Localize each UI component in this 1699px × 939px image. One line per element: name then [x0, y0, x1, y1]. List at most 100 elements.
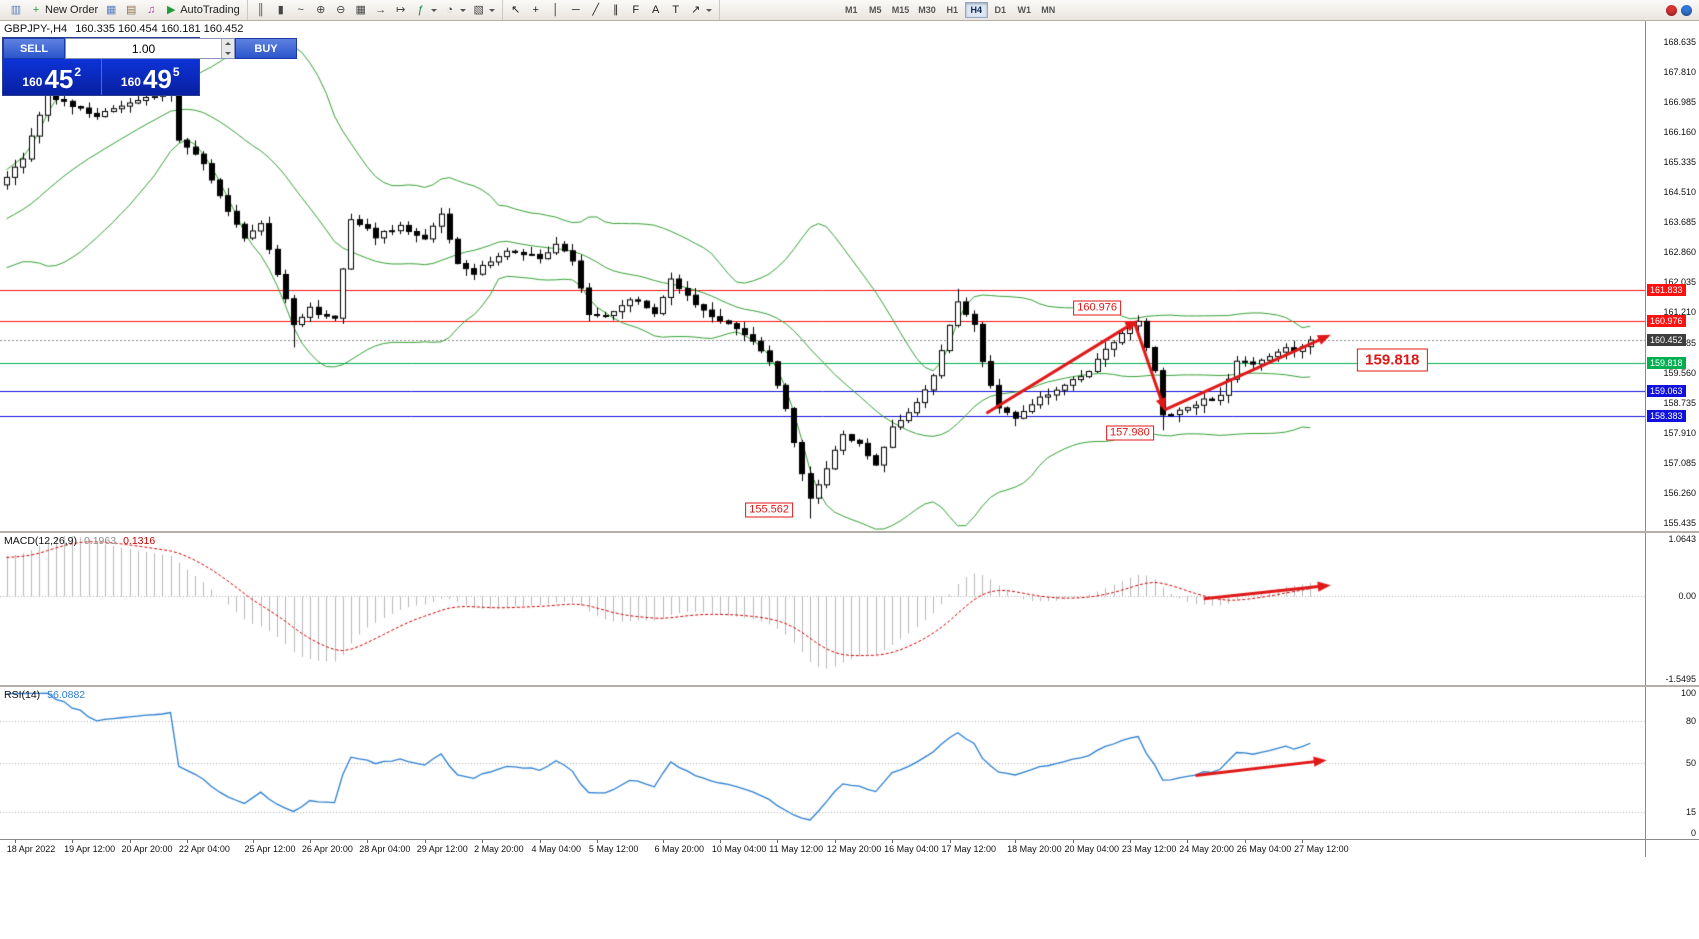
- label-button[interactable]: T: [667, 2, 686, 19]
- auto-scroll-button[interactable]: →: [372, 2, 391, 19]
- sound-icon: ♫: [147, 3, 156, 16]
- vertical-line-button[interactable]: │: [547, 2, 566, 19]
- macd-scale-tick: -1.5495: [1665, 674, 1696, 684]
- timeframe-h1-button[interactable]: H1: [941, 2, 964, 18]
- price-line-label: 158.383: [1647, 409, 1686, 422]
- buy-button[interactable]: BUY: [235, 38, 297, 59]
- zoom-in-button[interactable]: ⊕: [312, 2, 331, 19]
- volume-decrease-button[interactable]: [222, 48, 234, 58]
- price-chart-canvas[interactable]: [0, 21, 1645, 531]
- timeframe-h4-button[interactable]: H4: [964, 2, 988, 18]
- charts-button[interactable]: ▦: [102, 2, 121, 19]
- sell-button[interactable]: SELL: [3, 38, 65, 59]
- volume-stepper: [221, 39, 234, 58]
- new-order-icon: +: [32, 3, 40, 16]
- tile-windows-icon: ▦: [355, 3, 366, 16]
- line-chart-button[interactable]: ~: [292, 2, 311, 19]
- rsi-label: RSI(14) 56.0882: [4, 689, 85, 701]
- line-chart-icon: ~: [297, 3, 304, 16]
- price-line-label: 159.063: [1647, 384, 1686, 397]
- macd-pane[interactable]: MACD(12,26,9) 0.1963 0.1316: [0, 533, 1645, 685]
- chart-window-button[interactable]: ▥: [7, 2, 26, 19]
- price-annotation[interactable]: 160.976: [1073, 300, 1121, 316]
- timeframe-d1-button[interactable]: D1: [989, 2, 1012, 18]
- cursor-button[interactable]: ↖: [507, 2, 526, 19]
- bars-chart-button[interactable]: ║: [252, 2, 271, 19]
- templates-dropdown-caret[interactable]: [488, 9, 495, 15]
- price-tick: 156.260: [1663, 488, 1696, 499]
- price-annotation[interactable]: 155.562: [745, 502, 793, 518]
- rsi-canvas[interactable]: [0, 687, 1645, 839]
- time-tick: [14, 840, 16, 843]
- timeframe-w1-button[interactable]: W1: [1013, 2, 1036, 18]
- price-annotation[interactable]: 159.818: [1357, 348, 1428, 372]
- macd-canvas[interactable]: [0, 533, 1645, 685]
- rsi-scale-tick: 100: [1680, 688, 1696, 698]
- bars-chart-icon: ║: [256, 3, 265, 16]
- price-quote-display: 160 45 2 160 49 5: [3, 59, 199, 95]
- trendline-button[interactable]: ╱: [587, 2, 606, 19]
- timeframe-mn-button[interactable]: MN: [1037, 2, 1060, 18]
- channel-button[interactable]: ∥: [607, 2, 626, 19]
- rsi-scale[interactable]: 100 80 50 15 0: [1645, 687, 1699, 839]
- macd-scale[interactable]: 1.0643 0.00 -1.5495: [1645, 533, 1699, 685]
- timeframe-m5-button[interactable]: M5: [864, 2, 887, 18]
- fibonacci-button[interactable]: F: [627, 2, 646, 19]
- text-button[interactable]: A: [647, 2, 666, 19]
- price-tick: 168.635: [1663, 36, 1696, 47]
- indicators-dropdown-caret[interactable]: [430, 9, 437, 15]
- rsi-pane[interactable]: RSI(14) 56.0882: [0, 687, 1645, 839]
- pane-splitter-2[interactable]: [0, 685, 1699, 687]
- pane-splitter-1[interactable]: [0, 531, 1699, 533]
- volume-input[interactable]: [66, 39, 221, 58]
- autotrading-button[interactable]: ▶ AutoTrading: [162, 2, 243, 19]
- sound-button[interactable]: ♫: [142, 2, 161, 19]
- time-label: 6 May 20:00: [654, 844, 705, 854]
- buy-quote-pip-digit: 5: [172, 65, 180, 79]
- periods-dropdown-caret[interactable]: [459, 9, 466, 15]
- time-tick: [424, 840, 426, 843]
- time-tick: [1072, 840, 1074, 843]
- time-label: 20 May 04:00: [1064, 844, 1120, 854]
- volume-increase-button[interactable]: [222, 39, 234, 49]
- timeframe-toolbar: M1 M5 M15 M30 H1 H4 D1 W1 MN: [840, 2, 1060, 18]
- price-line-label: 159.818: [1647, 357, 1686, 370]
- price-tick: 162.860: [1663, 247, 1696, 258]
- crosshair-button[interactable]: +: [527, 2, 546, 19]
- time-axis-corner: [1645, 839, 1699, 857]
- arrows-button[interactable]: ↗: [687, 2, 715, 19]
- macd-signal-value: 0.1316: [123, 535, 156, 547]
- price-tick: 166.160: [1663, 126, 1696, 137]
- time-label: 27 May 12:00: [1294, 844, 1349, 854]
- sell-quote[interactable]: 160 45 2: [3, 59, 101, 95]
- arrows-dropdown-caret[interactable]: [705, 9, 712, 15]
- timeframe-m1-button[interactable]: M1: [840, 2, 863, 18]
- rsi-scale-tick: 80: [1685, 716, 1696, 726]
- time-label: 26 Apr 20:00: [301, 844, 353, 854]
- indicators-button[interactable]: ƒ: [412, 2, 440, 19]
- horizontal-line-button[interactable]: ─: [567, 2, 586, 19]
- time-axis[interactable]: 18 Apr 2022 19 Apr 12:00 20 Apr 20:00 22 Ap…: [0, 839, 1645, 857]
- main-chart-pane[interactable]: GBPJPY-,H4 160.335 160.454 160.181 160.4…: [0, 21, 1645, 531]
- macd-label: MACD(12,26,9) 0.1963 0.1316: [4, 535, 155, 547]
- buy-quote[interactable]: 160 49 5: [102, 59, 200, 95]
- time-label: 2 May 20:00: [474, 844, 524, 854]
- charts-icon: ▦: [105, 3, 117, 16]
- timeframe-m15-button[interactable]: M15: [888, 2, 914, 18]
- templates-button[interactable]: ▧: [470, 2, 498, 19]
- price-annotation[interactable]: 157.980: [1106, 425, 1154, 441]
- timeframe-m30-button[interactable]: M30: [914, 2, 940, 18]
- profiles-button[interactable]: ▤: [122, 2, 141, 19]
- price-tick: 157.085: [1663, 457, 1696, 468]
- periods-button[interactable]: ◔: [441, 2, 469, 19]
- tile-windows-button[interactable]: ▦: [352, 2, 371, 19]
- price-scale[interactable]: 168.635 167.810 166.985 166.160 165.335 164.5…: [1645, 21, 1699, 531]
- quote-divider: [100, 59, 102, 95]
- time-label: 18 Apr 2022: [6, 844, 56, 854]
- candles-chart-button[interactable]: ▮: [272, 2, 291, 19]
- chart-shift-button[interactable]: ↦: [392, 2, 411, 19]
- new-order-button[interactable]: + New Order: [27, 2, 101, 19]
- time-tick: [1302, 840, 1304, 843]
- zoom-out-button[interactable]: ⊖: [332, 2, 351, 19]
